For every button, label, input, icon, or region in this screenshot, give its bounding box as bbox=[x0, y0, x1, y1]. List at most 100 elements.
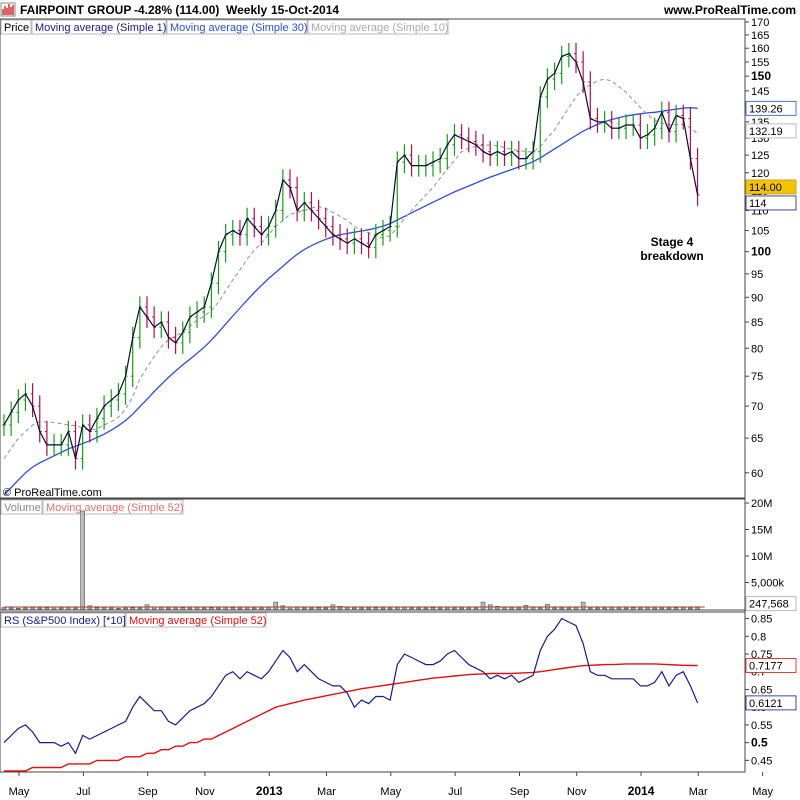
price-bars-layer bbox=[2, 42, 700, 470]
annotation-breakdown: breakdown bbox=[640, 249, 703, 263]
rs-line bbox=[3, 617, 699, 755]
rs-lines-layer bbox=[3, 617, 699, 772]
volume-bar bbox=[44, 607, 50, 610]
volume-bar bbox=[166, 607, 171, 610]
volume-bar bbox=[387, 607, 393, 610]
volume-last-value: 247,568 bbox=[749, 599, 789, 611]
volume-bar bbox=[8, 607, 14, 610]
legend-price: Price bbox=[4, 22, 29, 34]
price-legend: Price Moving average (Simple 1) Moving a… bbox=[0, 19, 449, 35]
volume-bar bbox=[337, 606, 343, 610]
volume-bar bbox=[595, 607, 600, 610]
price-tick-label: 100 bbox=[751, 245, 771, 259]
volume-bar bbox=[423, 607, 429, 610]
volume-bar bbox=[359, 607, 364, 610]
volume-bar bbox=[58, 607, 64, 610]
volume-bar bbox=[37, 607, 43, 610]
volume-bar bbox=[30, 607, 35, 610]
rs-tick-label: 0.8 bbox=[751, 631, 766, 643]
chart-date: 15-Oct-2014 bbox=[271, 3, 339, 17]
volume-last-value-bg bbox=[745, 596, 797, 612]
volume-bar bbox=[552, 607, 557, 610]
volume-bar bbox=[259, 607, 264, 610]
volume-bar bbox=[559, 607, 565, 610]
x-tick-label: Jul bbox=[448, 786, 462, 798]
volume-bar bbox=[316, 607, 321, 610]
x-tick-label: May bbox=[380, 786, 401, 798]
volume-bars-layer bbox=[1, 510, 705, 610]
volume-bar bbox=[623, 607, 629, 610]
volume-bar bbox=[430, 607, 436, 610]
volume-bar bbox=[602, 607, 607, 610]
volume-bar bbox=[294, 607, 300, 610]
price-tick-label: 75 bbox=[751, 371, 763, 383]
volume-bar bbox=[652, 607, 657, 610]
bar-chart-icon-bars bbox=[2, 4, 14, 15]
ma30-last-value: 139.26 bbox=[749, 103, 783, 115]
legend-ma10: Moving average (Simple 10) bbox=[311, 22, 449, 34]
price-tick-label: 165 bbox=[751, 30, 769, 42]
price-tick-label: 95 bbox=[751, 269, 763, 281]
price-y-axis: 6065707580859095100105110115120125130135… bbox=[745, 17, 771, 480]
x-tick-label: Sep bbox=[138, 786, 158, 798]
volume-bar bbox=[630, 607, 636, 610]
price-tick-label: 120 bbox=[751, 168, 769, 180]
ma30-line-layer bbox=[3, 106, 698, 496]
volume-bar bbox=[230, 607, 236, 610]
ma10-last-value: 132.19 bbox=[749, 126, 783, 138]
volume-bar bbox=[409, 607, 414, 610]
x-tick-label: Nov bbox=[567, 786, 587, 798]
annotation-stage4: Stage 4 bbox=[651, 235, 694, 249]
volume-bar bbox=[201, 607, 207, 610]
volume-bar bbox=[216, 607, 221, 610]
last-price-low-value: 114 bbox=[749, 198, 767, 210]
volume-bar bbox=[187, 607, 193, 610]
volume-y-axis: 20M 15M 10M 5,000k bbox=[745, 498, 785, 590]
price-tick-label: 155 bbox=[751, 57, 769, 69]
rs-legend: RS (S&P500 Index) [*10] Moving average (… bbox=[0, 612, 267, 628]
volume-bar bbox=[373, 607, 379, 610]
volume-tick-label: 10M bbox=[751, 551, 772, 563]
volume-bar bbox=[394, 607, 400, 610]
volume-bar bbox=[1, 607, 7, 610]
volume-bar bbox=[638, 607, 643, 610]
volume-tick-label: 20M bbox=[751, 498, 772, 510]
x-tick-label: Mar bbox=[689, 786, 708, 798]
volume-bar bbox=[645, 607, 650, 610]
legend-ma30: Moving average (Simple 30) bbox=[170, 22, 308, 34]
last-price-value-bg bbox=[745, 179, 797, 195]
legend-volume: Volume bbox=[4, 502, 41, 514]
volume-bar bbox=[244, 607, 250, 610]
volume-bar bbox=[223, 607, 228, 610]
price-tick-label: 65 bbox=[751, 433, 763, 445]
x-tick-label: 2013 bbox=[256, 784, 283, 798]
ma10-last-value-bg bbox=[745, 123, 797, 139]
rs-tick-label: 0.65 bbox=[751, 684, 772, 696]
chart-change: -4.28% (114.00) bbox=[134, 3, 219, 17]
rs-ma-line bbox=[4, 663, 698, 772]
x-tick-label: May bbox=[752, 786, 773, 798]
volume-bar bbox=[530, 607, 536, 610]
volume-tick-label: 5,000k bbox=[751, 578, 785, 590]
volume-bar bbox=[173, 607, 178, 610]
volume-bar bbox=[673, 607, 679, 610]
volume-bar bbox=[237, 607, 243, 610]
volume-bar bbox=[209, 607, 214, 610]
volume-bar bbox=[352, 607, 357, 610]
price-tick-label: 80 bbox=[751, 343, 763, 355]
volume-bar bbox=[323, 607, 329, 610]
volume-bar bbox=[609, 607, 615, 610]
volume-bar bbox=[108, 607, 114, 610]
volume-bar bbox=[680, 607, 686, 610]
volume-bar bbox=[94, 607, 100, 610]
volume-tick-label: 15M bbox=[751, 525, 772, 537]
site-link[interactable]: www.ProRealTime.com bbox=[663, 3, 796, 17]
volume-bar bbox=[480, 601, 486, 610]
volume-bar bbox=[66, 607, 71, 610]
price-line-layer bbox=[3, 52, 699, 459]
volume-bar bbox=[301, 607, 307, 610]
price-tick-label: 170 bbox=[751, 17, 769, 29]
legend-ma1: Moving average (Simple 1) bbox=[35, 22, 166, 34]
